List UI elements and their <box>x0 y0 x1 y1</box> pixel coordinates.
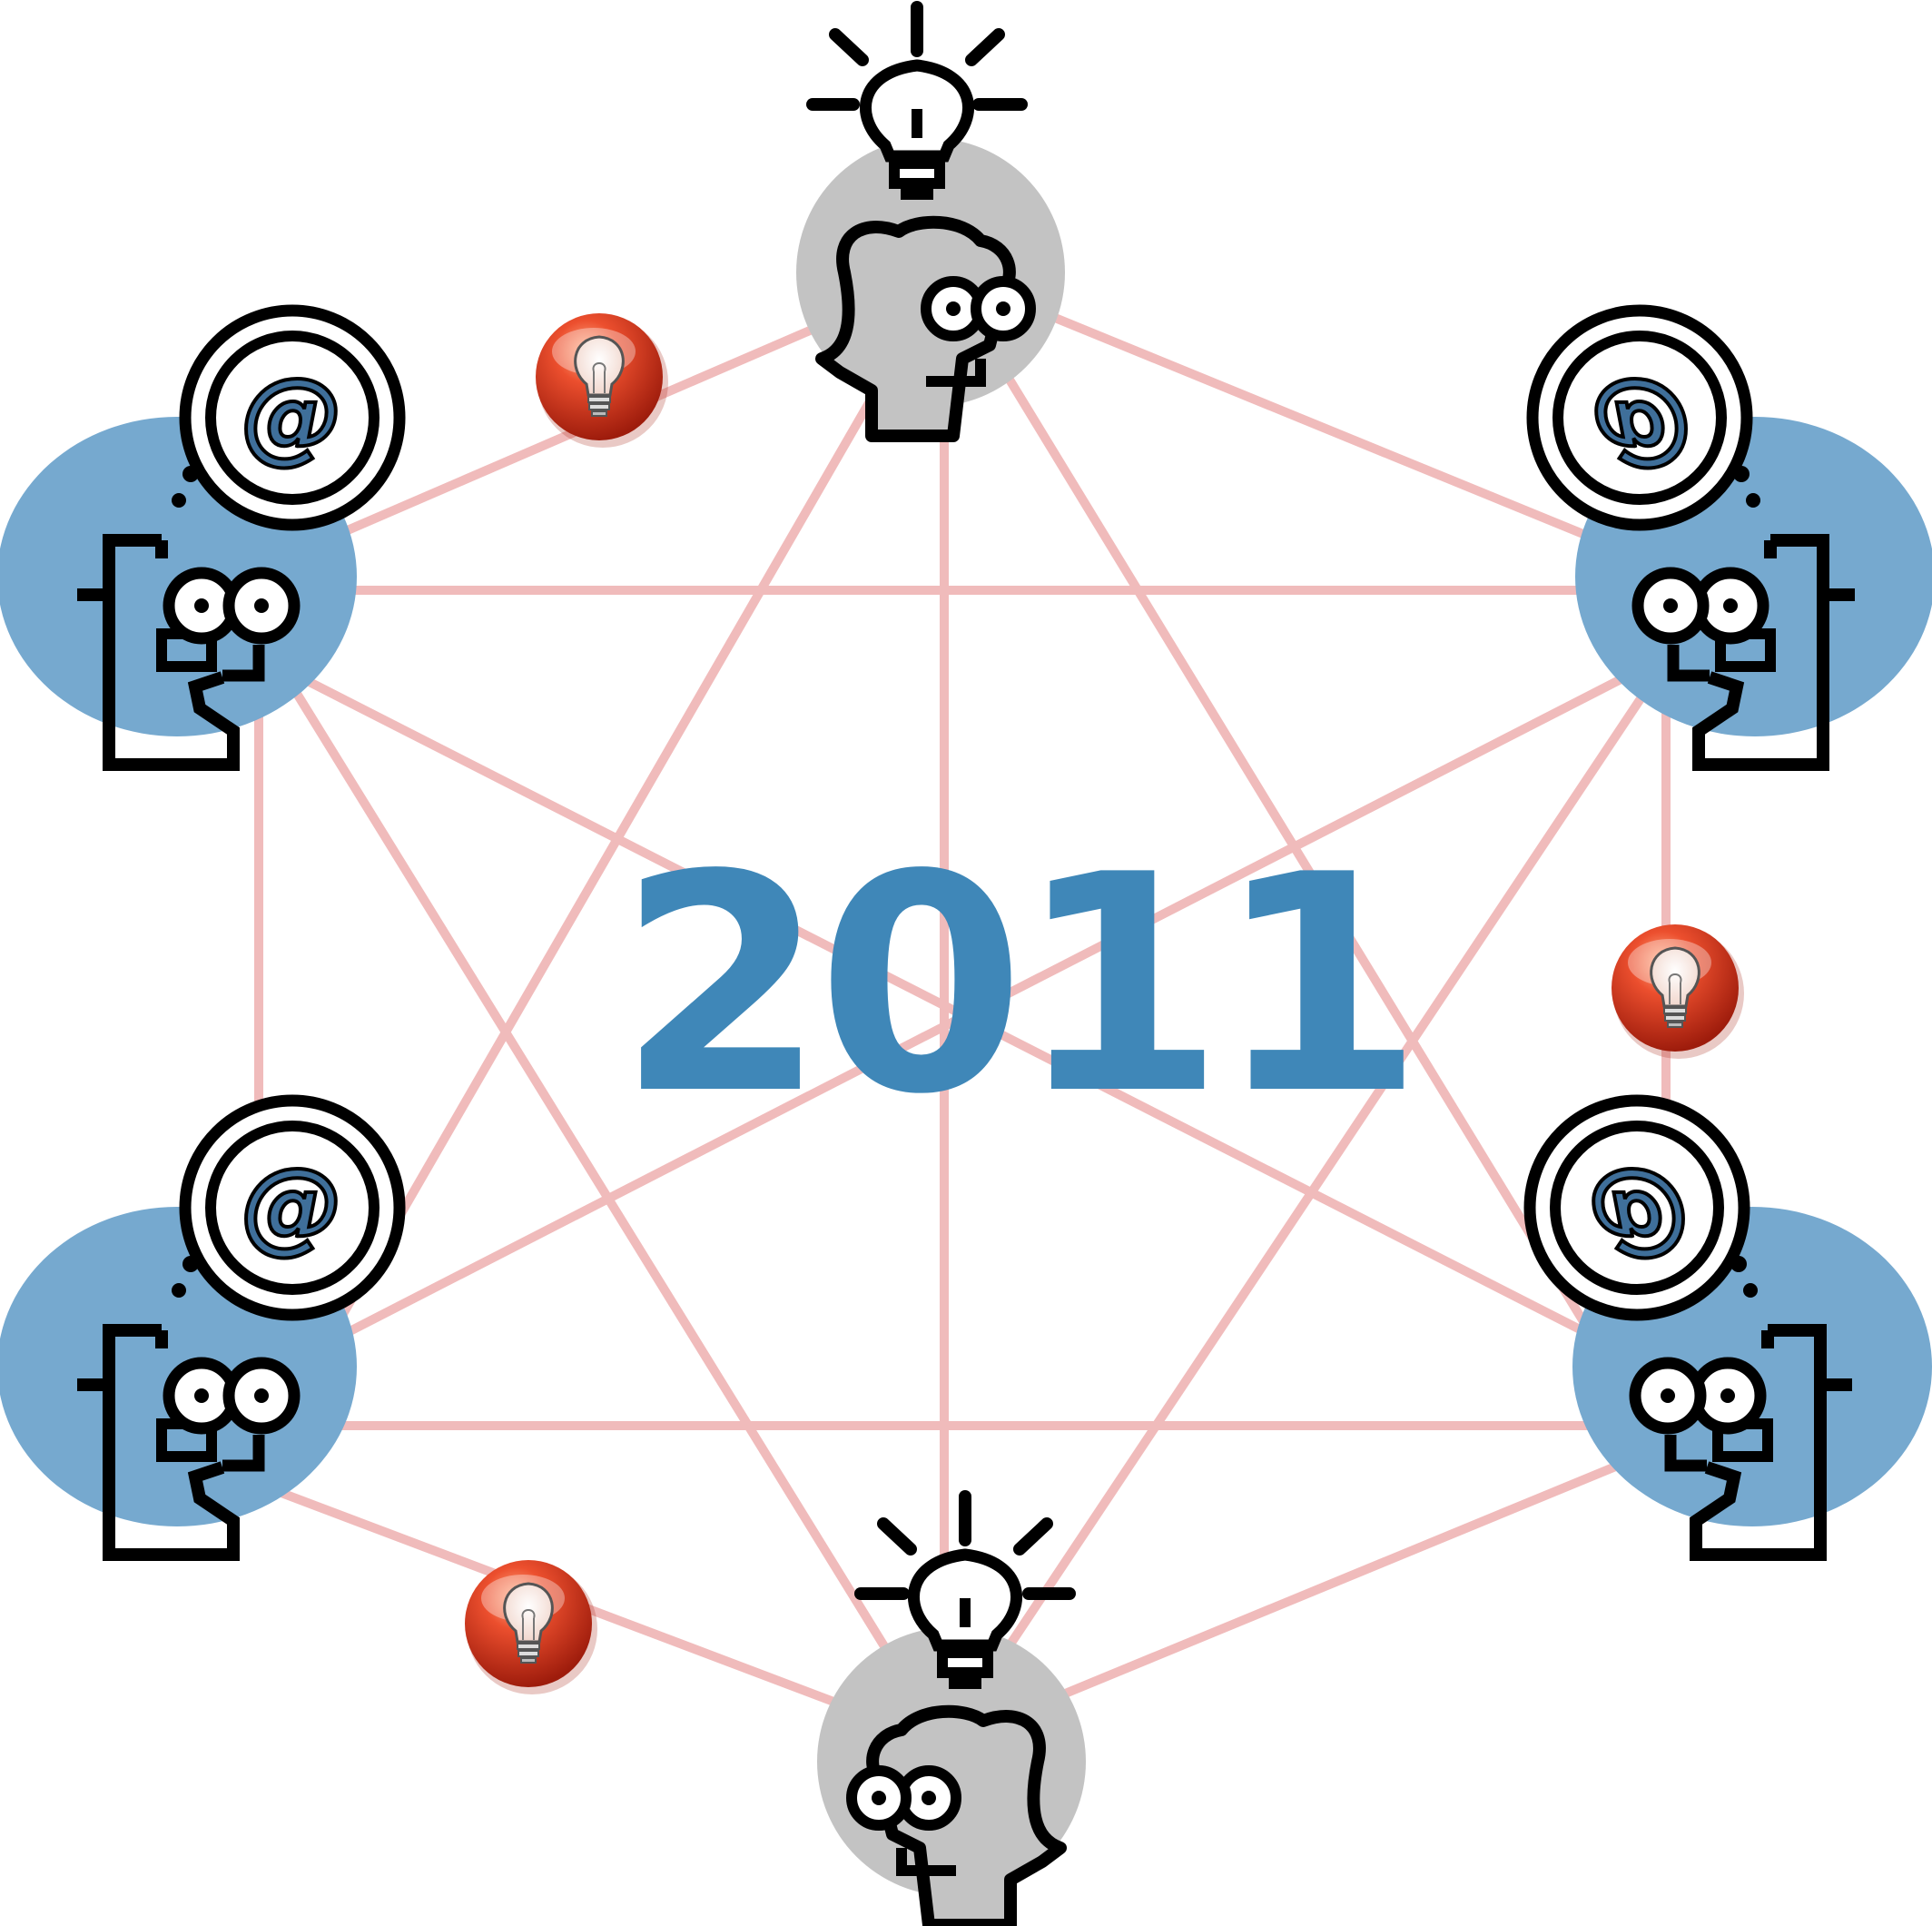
badge-lower-left <box>463 1558 599 1696</box>
idea-person-icon <box>817 1496 1086 1925</box>
node-bottom <box>817 1496 1086 1925</box>
node-lower-right <box>1530 1101 1932 1555</box>
badge-upper-left <box>534 311 670 449</box>
year-label: 2011 <box>617 811 1424 1160</box>
node-top <box>796 7 1065 436</box>
lightbulb-badge-icon <box>463 1558 599 1696</box>
lightbulb-badge-icon <box>534 311 670 449</box>
lightbulb-badge-icon <box>1610 923 1746 1061</box>
email-person-icon <box>1530 1101 1932 1555</box>
email-person-icon <box>0 1101 399 1555</box>
badge-right <box>1610 923 1746 1061</box>
idea-person-icon <box>796 7 1065 436</box>
node-lower-left <box>0 1101 399 1555</box>
